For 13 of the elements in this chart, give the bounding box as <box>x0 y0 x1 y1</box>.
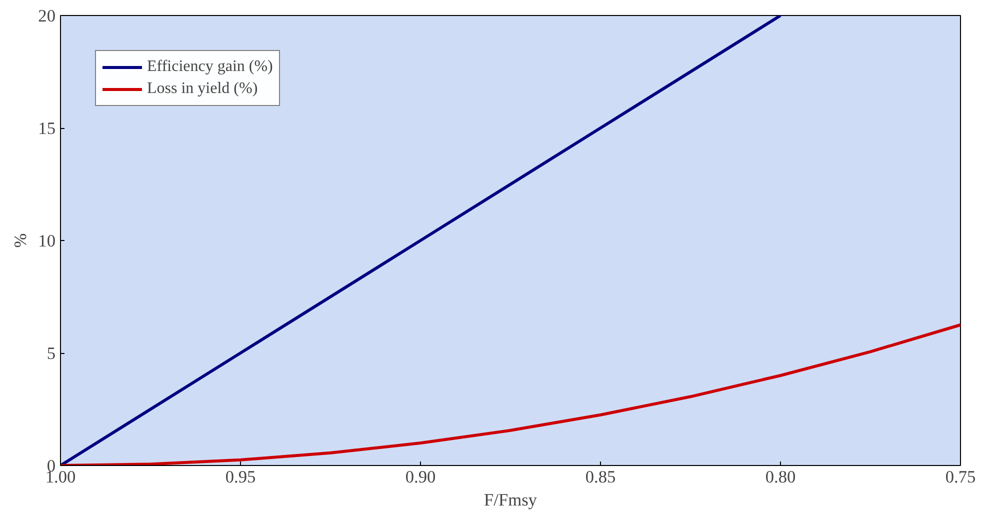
legend-label: Loss in yield (%) <box>147 80 258 98</box>
y-tick-label: 15 <box>38 119 56 138</box>
y-tick-label: 10 <box>38 232 56 250</box>
y-axis-title: % <box>11 233 30 248</box>
x-tick-label: 0.85 <box>585 468 616 486</box>
x-tick-label: 0.95 <box>225 468 256 486</box>
y-tick-label: 5 <box>46 344 56 363</box>
y-tick-label: 20 <box>38 6 56 26</box>
x-axis-title: F/Fmsy <box>484 490 538 510</box>
x-tick-label: 0.75 <box>945 468 976 486</box>
x-tick-label: 0.90 <box>405 468 436 486</box>
legend-label: Efficiency gain (%) <box>147 58 273 76</box>
x-tick-label: 0.80 <box>765 468 796 486</box>
